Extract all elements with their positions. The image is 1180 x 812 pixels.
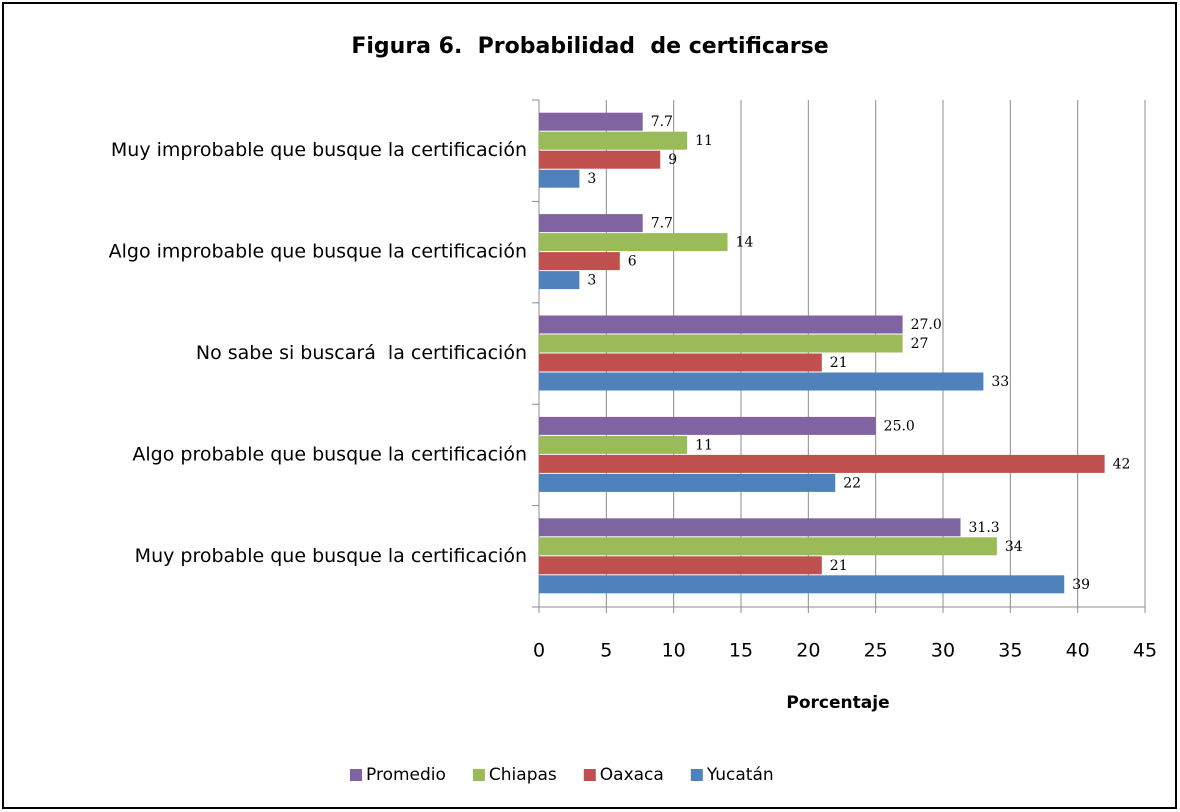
data-label: 27 [911, 336, 929, 352]
y-tick-label: Muy improbable que busque la certificaci… [111, 139, 527, 161]
legend-swatch [690, 769, 703, 781]
bar [539, 214, 643, 233]
x-tick-label: 5 [600, 640, 612, 662]
legend-swatch [472, 769, 485, 781]
data-label: 3 [587, 171, 596, 187]
bar [539, 252, 620, 271]
data-label: 33 [991, 374, 1009, 390]
data-label: 31.3 [969, 520, 1000, 536]
bar [539, 315, 903, 334]
data-label: 7.7 [651, 216, 673, 232]
chart-title: Figura 6. Probabilidad de certificarse [351, 34, 828, 59]
bar [539, 575, 1065, 594]
bar [539, 416, 876, 435]
bar [539, 233, 728, 252]
data-label: 25.0 [884, 418, 915, 434]
legend-label: Yucatán [706, 765, 774, 785]
bar [539, 454, 1105, 473]
y-tick-label: Algo probable que busque la certificació… [132, 443, 527, 465]
x-tick-label: 35 [998, 640, 1022, 662]
bar [539, 334, 903, 353]
data-label: 7.7 [651, 114, 673, 130]
x-tick-label: 40 [1066, 640, 1090, 662]
data-label: 11 [695, 133, 713, 149]
bar [539, 112, 643, 131]
data-label: 34 [1005, 539, 1023, 555]
data-label: 9 [668, 152, 677, 168]
bar [539, 372, 984, 391]
legend-label: Chiapas [489, 765, 557, 785]
data-label: 22 [843, 475, 861, 491]
bar [539, 518, 961, 537]
x-tick-label: 30 [931, 640, 955, 662]
legend-label: Oaxaca [600, 765, 664, 785]
legend-swatch [583, 769, 596, 781]
data-label: 27.0 [911, 317, 942, 333]
y-tick-label: Muy probable que busque la certificación [135, 545, 527, 567]
legend-swatch [350, 769, 362, 781]
bar [539, 556, 822, 575]
data-label: 14 [736, 235, 754, 251]
data-label: 3 [587, 273, 596, 289]
x-tick-label: 45 [1133, 640, 1157, 662]
data-label: 42 [1113, 456, 1131, 472]
x-tick-label: 0 [533, 640, 545, 662]
x-tick-label: 20 [796, 640, 820, 662]
x-tick-label: 10 [662, 640, 686, 662]
data-label: 6 [628, 254, 637, 270]
legend-label: Promedio [366, 765, 446, 785]
y-tick-label: Algo improbable que busque la certificac… [109, 241, 527, 263]
bar [539, 131, 688, 150]
data-label: 21 [830, 355, 848, 371]
bar [539, 537, 997, 556]
x-tick-label: 25 [864, 640, 888, 662]
bar [539, 353, 822, 372]
x-tick-label: 15 [729, 640, 753, 662]
bar [539, 435, 688, 454]
data-label: 39 [1072, 577, 1090, 593]
bar [539, 271, 580, 290]
bar [539, 150, 661, 169]
data-label: 21 [830, 558, 848, 574]
bar [539, 169, 580, 188]
data-label: 11 [695, 437, 713, 453]
bar [539, 473, 836, 492]
x-axis-label: Porcentaje [786, 693, 889, 713]
y-tick-label: No sabe si buscará la certificación [196, 342, 527, 364]
